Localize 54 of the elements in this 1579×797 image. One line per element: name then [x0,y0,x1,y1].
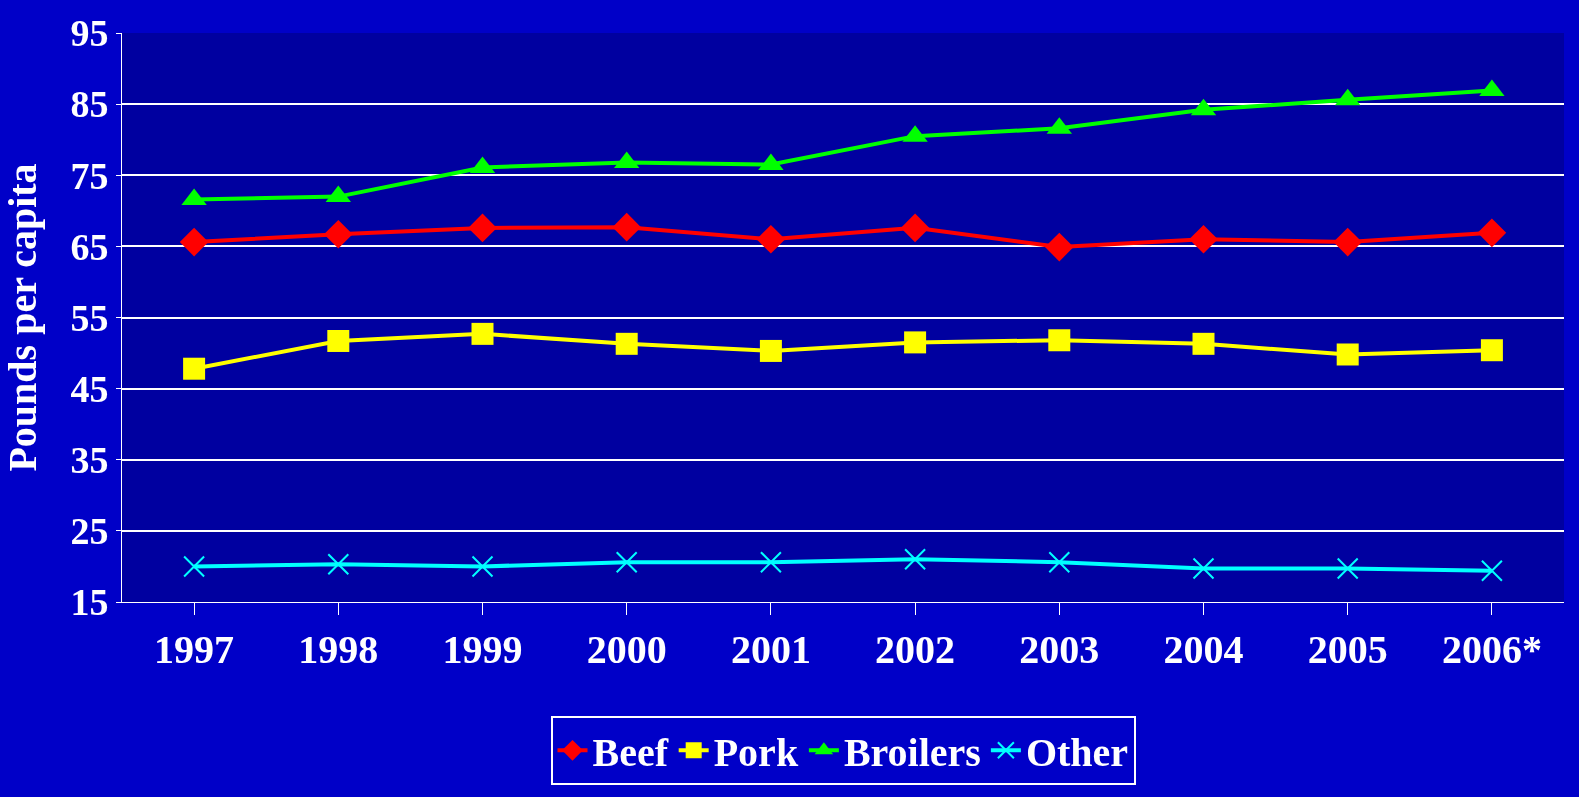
point [1048,329,1071,352]
point [1189,224,1218,254]
point [904,331,927,354]
point [183,555,206,578]
y-tick-label: 45 [70,367,109,410]
x-tick-label: 1999 [442,627,523,672]
y-tick-label: 65 [70,225,109,268]
point [468,213,497,243]
point [756,224,786,254]
point [471,555,494,578]
point [327,329,350,352]
point [904,548,927,571]
y-tick-label: 95 [70,12,109,55]
point [612,212,641,242]
point [471,322,494,345]
point [183,357,206,380]
legend-label: Pork [713,729,799,775]
point [1477,218,1507,248]
point [1045,232,1074,262]
y-tick-label: 15 [70,581,109,624]
x-tick-label: 2000 [586,627,667,672]
point [1333,227,1362,257]
point [615,551,638,574]
point [900,213,930,243]
x-tick-label: 2002 [875,627,956,672]
point [1336,343,1359,366]
point [615,332,638,355]
legend-label: Beef [592,729,669,775]
point [1048,551,1071,574]
y-tick-label: 25 [70,510,109,553]
x-tick-label: 1997 [154,627,235,672]
point [1480,339,1503,362]
point [1192,332,1215,355]
point [179,227,209,257]
legend-label: Broilers [843,729,981,775]
point [327,553,350,576]
y-axis-title: Pounds per capita [0,163,45,472]
x-tick-label: 2006* [1441,627,1542,672]
point [1480,559,1503,582]
point [759,551,782,574]
x-tick-label: 1998 [298,627,379,672]
point [1336,557,1359,580]
x-tick-label: 2005 [1307,627,1388,672]
legend-label: Other [1025,729,1129,775]
y-tick-label: 75 [70,154,109,197]
x-tick-label: 2001 [730,627,811,672]
y-tick-label: 55 [70,296,109,339]
y-tick-label: 85 [70,83,109,126]
x-tick-label: 2004 [1163,627,1244,672]
point [324,219,353,249]
point [759,339,782,362]
x-tick-label: 2003 [1019,627,1100,672]
point [1192,557,1215,580]
y-tick-label: 35 [70,439,109,482]
